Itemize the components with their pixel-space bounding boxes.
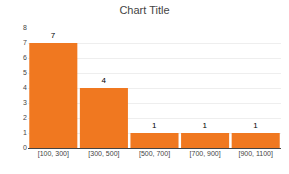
svg-text:8: 8 [23,24,27,31]
svg-text:6: 6 [23,54,27,61]
svg-text:[500, 700]: [500, 700] [139,150,170,158]
svg-text:5: 5 [23,69,27,76]
svg-text:[100, 300]: [100, 300] [38,150,69,158]
svg-text:4: 4 [101,76,106,85]
svg-text:[900, 1100]: [900, 1100] [238,150,273,158]
svg-text:3: 3 [23,99,27,106]
svg-text:[700, 900]: [700, 900] [190,150,221,158]
svg-text:1: 1 [23,129,27,136]
svg-text:4: 4 [23,84,27,91]
svg-text:7: 7 [51,31,56,40]
svg-text:[300, 500]: [300, 500] [88,150,119,158]
svg-text:1: 1 [152,121,157,130]
svg-text:Chart Title: Chart Title [119,4,169,16]
svg-text:2: 2 [23,114,27,121]
svg-text:7: 7 [23,39,27,46]
svg-text:1: 1 [253,121,258,130]
svg-text:0: 0 [23,144,27,151]
svg-text:1: 1 [203,121,208,130]
